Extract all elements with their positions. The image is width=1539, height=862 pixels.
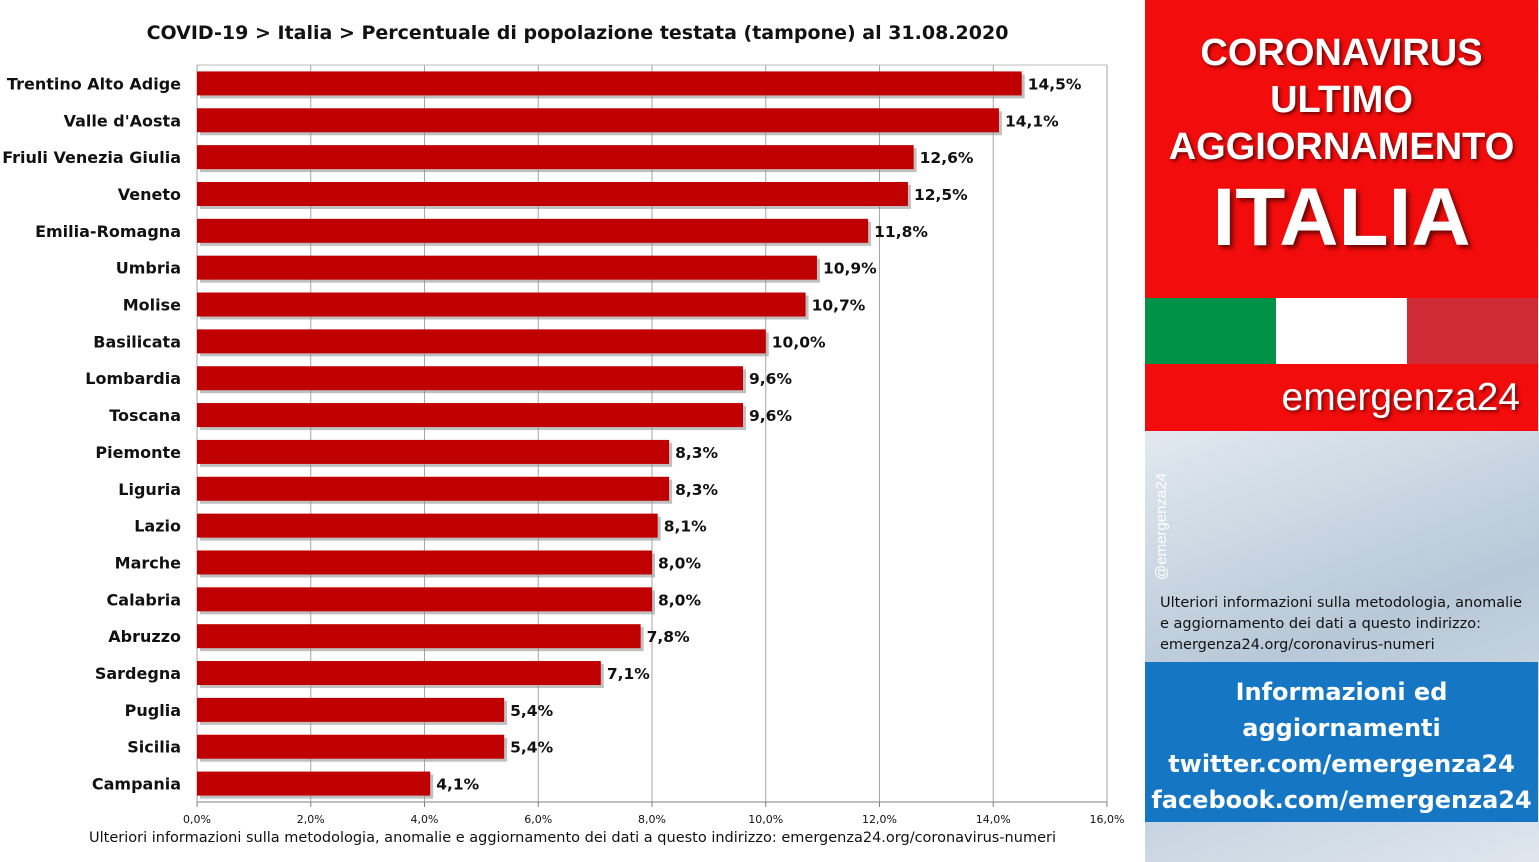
x-tick-label: 2,0% — [297, 813, 325, 826]
x-tick-label: 4,0% — [411, 813, 439, 826]
category-label: Sardegna — [95, 664, 181, 683]
category-label: Calabria — [107, 590, 181, 609]
bar — [197, 476, 670, 501]
data-label: 9,6% — [749, 407, 792, 425]
header-banner: CORONAVIRUS ULTIMO AGGIORNAMENTO ITALIA — [1145, 0, 1538, 298]
bar — [197, 329, 766, 354]
x-tick-label: 6,0% — [524, 813, 552, 826]
data-label: 8,0% — [658, 554, 701, 572]
twitter-link[interactable]: twitter.com/emergenza24 — [1168, 750, 1515, 778]
side-note-link[interactable]: emergenza24.org/coronavirus-numeri — [1160, 637, 1435, 653]
x-tick-label: 0,0% — [183, 813, 211, 826]
data-label: 8,0% — [658, 591, 701, 609]
info-line: aggiornamenti — [1242, 714, 1441, 742]
italian-flag — [1145, 298, 1538, 364]
bar — [197, 366, 743, 391]
category-label: Campania — [92, 775, 181, 794]
data-label: 11,8% — [874, 223, 928, 241]
category-label: Sicilia — [127, 738, 181, 757]
bar — [197, 439, 670, 464]
header-line-2: ULTIMO — [1270, 79, 1413, 121]
x-tick-label: 8,0% — [638, 813, 666, 826]
data-label: 12,5% — [914, 186, 968, 204]
category-label: Umbria — [116, 259, 181, 278]
chart-title: COVID-19 > Italia > Percentuale di popol… — [146, 22, 1009, 44]
brand-bar: emergenza24 — [1145, 364, 1538, 431]
info-box: Informazioni ed aggiornamenti twitter.co… — [1145, 662, 1538, 822]
bar — [197, 771, 431, 796]
x-tick-label: 10,0% — [748, 813, 783, 826]
bar — [197, 218, 869, 243]
header-line-3: AGGIORNAMENTO — [1168, 126, 1515, 168]
data-label: 8,3% — [675, 444, 718, 462]
data-label: 7,1% — [607, 665, 650, 683]
data-label: 8,1% — [664, 518, 707, 536]
info-line: Informazioni ed — [1235, 678, 1448, 706]
category-label: Valle d'Aosta — [64, 111, 181, 130]
category-label: Molise — [123, 296, 181, 315]
side-note-line: Ulteriori informazioni sulla metodologia… — [1160, 595, 1523, 611]
category-label: Abruzzo — [108, 627, 181, 646]
data-label: 5,4% — [510, 739, 553, 757]
category-label: Trentino Alto Adige — [7, 74, 181, 93]
category-label: Friuli Venezia Giulia — [2, 148, 181, 167]
x-tick-label: 12,0% — [862, 813, 897, 826]
data-label: 8,3% — [675, 481, 718, 499]
data-label: 14,1% — [1005, 112, 1059, 130]
category-label: Lombardia — [85, 369, 181, 388]
bar — [197, 255, 817, 280]
bar — [197, 624, 641, 649]
category-label: Piemonte — [95, 443, 181, 462]
side-note-line: e aggiornamento dei dati a questo indiri… — [1160, 616, 1482, 632]
data-label: 10,0% — [772, 333, 826, 351]
bar — [197, 71, 1022, 96]
social-handle: @emergenza24 — [1153, 473, 1170, 580]
category-label: Liguria — [118, 480, 181, 499]
flag-white — [1276, 298, 1407, 364]
x-tick-label: 14,0% — [976, 813, 1011, 826]
data-label: 10,7% — [812, 297, 866, 315]
bar — [197, 734, 505, 759]
side-note: Ulteriori informazioni sulla metodologia… — [1160, 593, 1530, 656]
side-panel: CORONAVIRUS ULTIMO AGGIORNAMENTO ITALIA … — [1145, 0, 1539, 862]
data-label: 5,4% — [510, 702, 553, 720]
category-label: Emilia-Romagna — [35, 222, 181, 241]
category-label: Marche — [115, 553, 181, 572]
data-label: 12,6% — [920, 149, 974, 167]
bar-chart: 0,0% 2,0% 4,0% 6,0% 8,0% 10,0% 12,0% 14,0% 16,0%… — [2, 64, 1125, 826]
chart-footer: Ulteriori informazioni sulla metodologia… — [89, 830, 1056, 846]
category-label: Veneto — [118, 185, 181, 204]
category-label: Toscana — [109, 406, 181, 425]
bar — [197, 697, 505, 722]
bar — [197, 587, 652, 612]
bar — [197, 661, 601, 686]
chart-area: COVID-19 > Italia > Percentuale di popol… — [2, 22, 1125, 846]
bar — [197, 108, 999, 133]
bar — [197, 403, 743, 428]
bar — [197, 513, 658, 538]
facebook-link[interactable]: facebook.com/emergenza24 — [1151, 786, 1532, 814]
data-label: 4,1% — [436, 776, 479, 794]
bar — [197, 181, 908, 206]
data-label: 9,6% — [749, 370, 792, 388]
bar — [197, 145, 914, 170]
x-tick-label: 16,0% — [1090, 813, 1125, 826]
data-label: 14,5% — [1028, 75, 1082, 93]
category-label: Basilicata — [93, 332, 181, 351]
header-country: ITALIA — [1212, 172, 1471, 263]
category-label: Puglia — [125, 701, 181, 720]
data-label: 10,9% — [823, 260, 877, 278]
category-label: Lazio — [134, 517, 181, 536]
bar — [197, 292, 806, 317]
flag-red — [1407, 298, 1538, 364]
header-line-1: CORONAVIRUS — [1200, 32, 1483, 74]
data-label: 7,8% — [647, 628, 690, 646]
flag-green — [1145, 298, 1276, 364]
brand-name: emergenza24 — [1281, 376, 1521, 419]
bar — [197, 550, 652, 575]
